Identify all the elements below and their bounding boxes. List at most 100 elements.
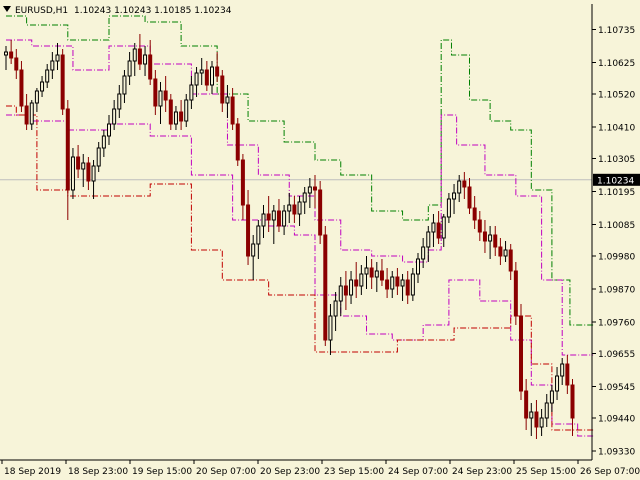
candle-body (256, 225, 261, 245)
band-middle-lower (6, 114, 594, 437)
triangle-down-icon[interactable] (3, 6, 11, 12)
candle (189, 76, 194, 109)
candle-body (189, 84, 194, 101)
candle-body (498, 246, 503, 257)
candle (148, 40, 153, 85)
candle (446, 193, 451, 223)
candle-body (519, 315, 523, 392)
candle-body (493, 234, 498, 248)
candle-body (452, 192, 457, 200)
candle-body (225, 96, 230, 104)
candle (302, 187, 307, 214)
candle-body (220, 75, 225, 104)
candle (524, 379, 529, 430)
candle-body (503, 249, 508, 257)
candle-body (488, 234, 493, 242)
y-tick-label: 1.10520 (598, 91, 635, 101)
candle (230, 88, 235, 130)
candle-body (148, 54, 153, 80)
candle (240, 154, 245, 220)
x-tick-label: 19 Sep 15:00 (132, 467, 192, 477)
candle-body (158, 90, 163, 107)
x-tick-label: 18 Sep 2019 (4, 467, 61, 477)
candle (70, 148, 75, 199)
candle-body (462, 180, 467, 188)
candle (313, 175, 317, 208)
current-price-label-bg (593, 173, 640, 186)
x-tick-label: 20 Sep 07:00 (196, 467, 256, 477)
candle (9, 40, 14, 64)
candle-body (333, 300, 338, 317)
candle-body (86, 162, 91, 182)
candle (498, 238, 503, 265)
candle-body (230, 96, 235, 125)
candle-body (276, 210, 281, 227)
y-tick-label: 1.10625 (598, 59, 635, 69)
candle-body (215, 66, 220, 77)
candle-body (565, 363, 570, 386)
candle-body (297, 201, 302, 215)
candle-body (570, 384, 575, 419)
candle (34, 88, 39, 112)
candle-body (14, 57, 19, 71)
candle-body (199, 69, 204, 74)
candle (122, 70, 127, 103)
candle (379, 259, 384, 286)
candle (292, 196, 297, 223)
candle (127, 52, 132, 85)
candle-body (441, 216, 446, 239)
candle-body (143, 54, 148, 65)
candle-body (282, 210, 287, 227)
candle (153, 70, 158, 115)
candle-body (338, 285, 343, 302)
y-tick-label: 1.10085 (598, 221, 635, 231)
y-tick-label: 1.10410 (598, 124, 635, 134)
candle-body (477, 219, 482, 233)
candle (282, 205, 287, 235)
candle-body (266, 213, 271, 221)
candle (29, 100, 34, 130)
candle-body (81, 162, 86, 170)
candle (143, 46, 148, 76)
x-tick-label: 18 Sep 23:00 (68, 467, 128, 477)
y-tick-label: 1.09870 (598, 286, 635, 296)
candle (60, 49, 65, 115)
candle (395, 268, 400, 295)
candle-body (168, 99, 173, 125)
candle-body (91, 165, 96, 182)
candle (14, 49, 19, 79)
candle (488, 226, 493, 259)
candle (452, 184, 457, 214)
candle-body (364, 267, 369, 275)
band-outer-upper (6, 15, 594, 326)
candle (359, 265, 364, 295)
candle (86, 157, 91, 190)
current-price-text: 1.10234 (597, 176, 634, 186)
x-tick-label: 24 Sep 23:00 (452, 467, 512, 477)
candle-body (313, 186, 317, 191)
candle (158, 82, 163, 124)
candle (405, 271, 410, 304)
x-tick-label: 23 Sep 15:00 (324, 467, 384, 477)
y-tick-label: 1.10195 (598, 188, 635, 198)
candle-body (34, 90, 39, 104)
candle-body (107, 123, 111, 137)
candle-body (446, 198, 451, 218)
candle-body (539, 417, 544, 428)
candle-body (19, 69, 24, 107)
candle-body (137, 48, 142, 65)
candle-body (431, 222, 436, 233)
candle-body (96, 147, 101, 167)
candle (457, 175, 462, 202)
candle-body (400, 279, 405, 287)
candle (287, 193, 292, 223)
candle (364, 256, 369, 289)
current-price-label: 1.10234 (593, 173, 640, 186)
y-tick-label: 1.09330 (598, 448, 635, 458)
candle (256, 220, 261, 259)
candle-body (508, 249, 513, 272)
candle-body (55, 54, 60, 62)
y-tick-label: 1.10735 (598, 26, 635, 36)
candle-body (482, 231, 487, 242)
